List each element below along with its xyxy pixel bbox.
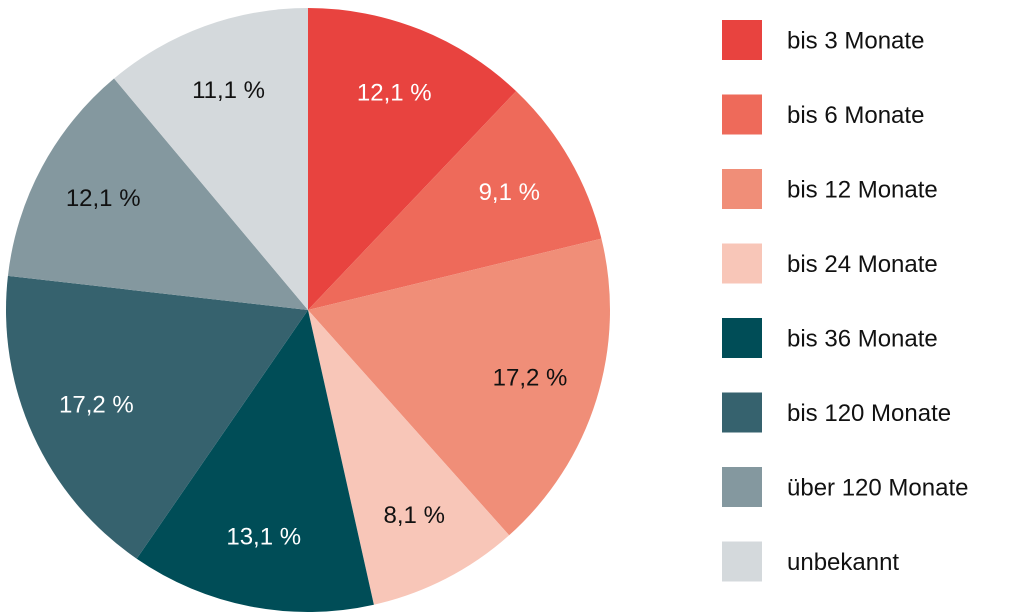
- legend-swatch: [722, 20, 762, 60]
- legend-label: unbekannt: [787, 549, 899, 576]
- pie-slice: [136, 310, 374, 612]
- legend-label: bis 3 Monate: [787, 27, 924, 54]
- pie-slice: [308, 238, 611, 536]
- slice-label: 12,1 %: [66, 185, 141, 212]
- legend-label: bis 24 Monate: [787, 251, 938, 278]
- legend-swatch: [722, 467, 762, 507]
- pie-slice: [114, 8, 308, 310]
- legend-label: bis 36 Monate: [787, 325, 938, 352]
- legend-swatch: [722, 392, 762, 433]
- slice-label: 8,1 %: [384, 502, 445, 529]
- legend-swatch: [722, 243, 762, 284]
- slice-label: 12,1 %: [357, 79, 432, 106]
- legend-swatch: [722, 541, 762, 582]
- legend-swatch: [722, 94, 762, 135]
- pie-slice: [308, 8, 517, 310]
- slice-label: 11,1 %: [192, 77, 265, 104]
- legend-label: über 120 Monate: [787, 474, 968, 501]
- legend-swatch: [722, 169, 762, 209]
- pie-slice: [7, 78, 309, 311]
- pie-slice: [308, 310, 510, 605]
- slice-label: 17,2 %: [59, 392, 134, 419]
- legend-label: bis 120 Monate: [787, 400, 951, 427]
- slice-label: 9,1 %: [479, 179, 540, 206]
- pie-slice: [308, 91, 602, 310]
- pie-slice: [5, 275, 308, 559]
- legend-swatch: [722, 318, 762, 358]
- legend-label: bis 6 Monate: [787, 102, 924, 129]
- legend-label: bis 12 Monate: [787, 176, 938, 203]
- slice-label: 17,2 %: [493, 364, 568, 391]
- slice-label: 13,1 %: [226, 524, 301, 551]
